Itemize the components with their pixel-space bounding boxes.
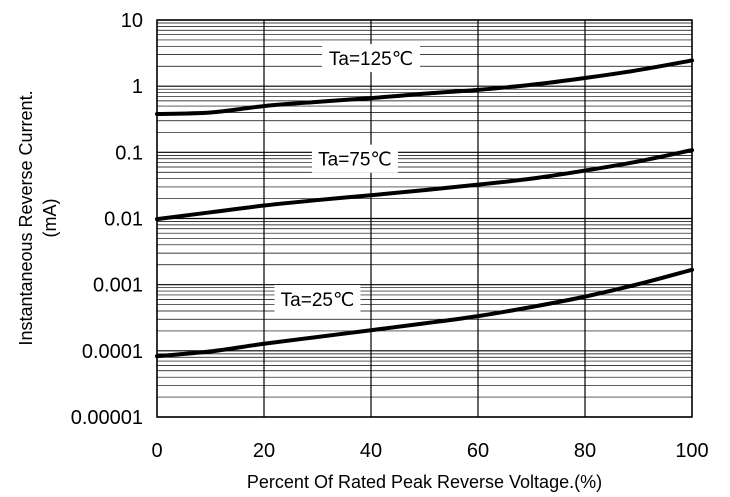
series-label: Ta=75℃ (318, 150, 392, 171)
plot-frame (156, 19, 693, 418)
x-tick-label: 100 (675, 440, 708, 462)
series-line (155, 148, 694, 222)
x-tick-label: 80 (574, 440, 596, 462)
minor-gridlines (157, 22, 692, 398)
x-tick-label: 0 (151, 440, 162, 462)
x-axis-label: Percent Of Rated Peak Reverse Voltage.(%… (247, 472, 602, 492)
y-tick-label: 1 (132, 76, 143, 98)
y-axis-label-line1: Instantaneous Reverse Current. (16, 90, 36, 345)
series-label-background (311, 144, 398, 173)
series-labels: Ta=125℃ Ta=75℃ Ta=25℃ (274, 44, 420, 313)
y-tick-label: 0.001 (93, 275, 143, 297)
y-axis-label-line2: (mA) (40, 199, 60, 238)
y-tick-label: 0.01 (104, 209, 143, 231)
y-tick-label: 0.1 (115, 142, 143, 164)
x-tick-label: 60 (467, 440, 489, 462)
series-label: Ta=125℃ (329, 49, 413, 70)
series-label-background (274, 284, 361, 313)
x-tick-labels: 0 20 40 60 80 100 (151, 440, 708, 462)
y-tick-labels: 0.00001 0.0001 0.001 0.01 0.1 1 10 (71, 10, 143, 429)
series-line (155, 267, 694, 359)
series-label: Ta=25℃ (281, 290, 355, 311)
series-line (155, 58, 694, 116)
y-tick-label: 0.00001 (71, 407, 143, 429)
x-tick-label: 20 (253, 440, 275, 462)
series-label-background (322, 44, 420, 73)
y-tick-label: 0.0001 (82, 341, 143, 363)
x-tick-label: 40 (360, 440, 382, 462)
y-tick-label: 10 (121, 10, 143, 32)
series-lines (155, 58, 694, 359)
